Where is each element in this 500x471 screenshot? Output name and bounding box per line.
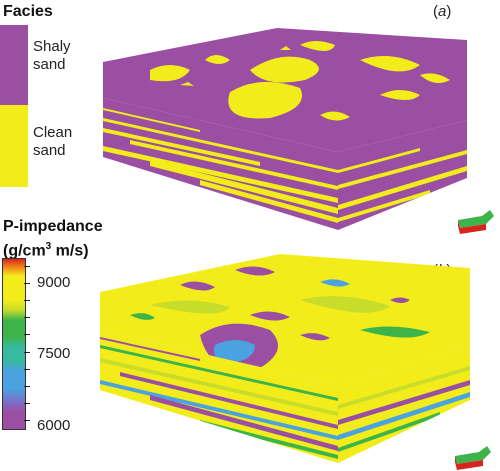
facies-legend-swatch-clean	[0, 105, 28, 187]
impedance-legend-title: P-impedance (g/cm3 m/s)	[3, 218, 103, 260]
colorbar-tick-7500: 7500	[37, 345, 71, 362]
orientation-axes-icon-b	[455, 446, 491, 470]
panel-label-a: (a)	[433, 3, 452, 20]
impedance-colorbar	[2, 258, 26, 430]
facies-legend-title: Facies	[3, 3, 53, 20]
facies-legend-label-clean: Clean sand	[33, 124, 73, 159]
facies-legend-label-shaly: Shaly sand	[33, 38, 71, 73]
facies-legend-swatch-shaly	[0, 25, 28, 105]
colorbar-tick-9000: 9000	[37, 274, 71, 291]
orientation-axes-icon-a	[458, 210, 494, 234]
colorbar-tick-6000: 6000	[37, 417, 71, 434]
